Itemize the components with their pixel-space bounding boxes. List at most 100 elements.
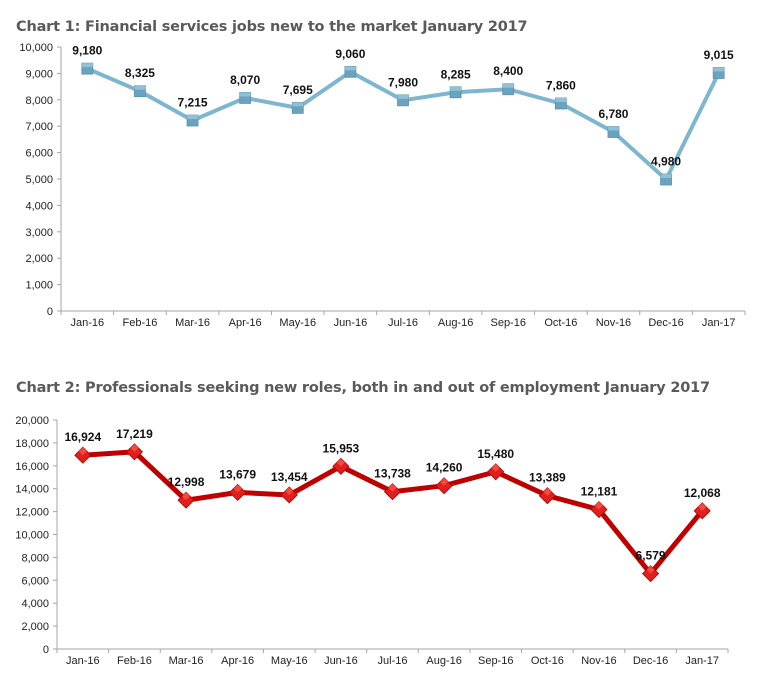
chart-2-data-point-highlight bbox=[130, 443, 139, 452]
chart-1-y-tick-label: 4,000 bbox=[25, 200, 53, 212]
chart-1-x-tick-label: Jan-17 bbox=[702, 317, 736, 329]
chart-1-x-tick-label: Oct-16 bbox=[544, 317, 577, 329]
chart-2-data-label: 13,454 bbox=[271, 470, 308, 484]
chart-2-data-label: 16,924 bbox=[64, 430, 101, 444]
chart-2-y-tick-label: 14,000 bbox=[15, 484, 49, 496]
chart-2-data-label: 12,068 bbox=[684, 486, 721, 500]
chart-2-y-tick-label: 16,000 bbox=[15, 461, 49, 473]
chart-2-x-tick-label: Apr-16 bbox=[221, 655, 254, 667]
chart-1-y-tick-label: 1,000 bbox=[25, 280, 53, 292]
chart-1-data-point-highlight bbox=[292, 102, 304, 107]
chart-1-y-tick-label: 10,000 bbox=[19, 42, 53, 54]
chart-2-x-tick-label: Sep-16 bbox=[478, 655, 513, 667]
chart-1-data-label: 7,860 bbox=[546, 78, 576, 92]
chart-2-data-point-highlight bbox=[336, 458, 345, 467]
chart-1-x-tick-label: Mar-16 bbox=[175, 317, 210, 329]
chart-2-x-tick-label: Jul-16 bbox=[378, 655, 408, 667]
chart-2-y-tick-label: 2,000 bbox=[21, 621, 49, 633]
chart-2-data-label: 15,953 bbox=[323, 441, 360, 455]
chart-1-y-tick-label: 9,000 bbox=[25, 68, 53, 80]
chart-1-plot: 0 1,000 2,000 3,000 4,000 5,000 6,000 7,000 8,00… bbox=[19, 42, 746, 329]
chart-1-x-tick-label: Jun-16 bbox=[334, 317, 368, 329]
chart-2-x-tick-label: Oct-16 bbox=[531, 655, 564, 667]
chart-1-data-label: 4,980 bbox=[651, 155, 681, 169]
chart-2-data-label: 15,480 bbox=[477, 447, 514, 461]
chart-2-y-tick-label: 0 bbox=[43, 644, 49, 656]
chart-1-data-label: 8,285 bbox=[441, 67, 471, 81]
chart-1-data-point-highlight bbox=[134, 85, 146, 90]
chart-2-data-label: 13,738 bbox=[374, 467, 411, 481]
chart-2-data-label: 17,219 bbox=[116, 427, 153, 441]
chart-1-x-tick-label: Feb-16 bbox=[122, 317, 157, 329]
chart-2-x-tick-label: Aug-16 bbox=[426, 655, 461, 667]
chart-1-data-point-highlight bbox=[239, 92, 251, 97]
chart-1-data-label: 7,215 bbox=[178, 96, 208, 110]
chart-2-y-tick-label: 8,000 bbox=[21, 552, 49, 564]
chart-2-data-label: 13,389 bbox=[529, 471, 566, 485]
chart-1-y-tick-label: 5,000 bbox=[25, 174, 53, 186]
chart-1-data-point-highlight bbox=[187, 115, 199, 120]
chart-2-x-tick-label: Mar-16 bbox=[169, 655, 204, 667]
chart-1-y-tick-label: 6,000 bbox=[25, 148, 53, 160]
chart-2-data-label: 6,579 bbox=[636, 549, 666, 563]
chart-1-x-tick-label: Dec-16 bbox=[648, 317, 683, 329]
chart-1-data-label: 9,060 bbox=[335, 47, 365, 61]
chart-2-data-point-highlight bbox=[646, 565, 655, 574]
chart-2-data-point-highlight bbox=[78, 447, 87, 456]
chart-1-data-label: 9,180 bbox=[72, 44, 102, 58]
chart-1-data-point-highlight bbox=[607, 126, 619, 131]
chart-2-data-label: 12,998 bbox=[168, 475, 205, 489]
chart-2-y-tick-label: 4,000 bbox=[21, 598, 49, 610]
chart-2-y-tick-label: 6,000 bbox=[21, 575, 49, 587]
chart-1-data-point-highlight bbox=[660, 174, 672, 179]
chart-1-data-point-highlight bbox=[450, 86, 462, 91]
chart-1-x-tick-label: Aug-16 bbox=[438, 317, 473, 329]
chart-1-title: Chart 1: Financial services jobs new to … bbox=[16, 19, 528, 35]
chart-2-title: Chart 2: Professionals seeking new roles… bbox=[16, 380, 710, 396]
chart-1-y-tick-label: 8,000 bbox=[25, 95, 53, 107]
chart-1-data-label: 9,015 bbox=[704, 48, 734, 62]
chart-1-y-tick-label: 7,000 bbox=[25, 121, 53, 133]
chart-1-data-label: 8,070 bbox=[230, 73, 260, 87]
chart-1-data-point-highlight bbox=[81, 63, 93, 68]
chart-2-y-tick-label: 20,000 bbox=[15, 415, 49, 427]
chart-1-x-tick-label: Jul-16 bbox=[388, 317, 418, 329]
chart-1-data-point-highlight bbox=[713, 67, 725, 72]
chart-2-data-label: 12,181 bbox=[581, 485, 618, 499]
chart-1-x-tick-label: Jan-16 bbox=[70, 317, 104, 329]
chart-1-data-point-highlight bbox=[555, 97, 567, 102]
chart-2-data-point-highlight bbox=[285, 486, 294, 495]
chart-1-y-tick-label: 2,000 bbox=[25, 253, 53, 265]
chart-1-data-point-highlight bbox=[502, 83, 514, 88]
chart-2-data-point-highlight bbox=[543, 487, 552, 496]
chart-1-data-label: 8,400 bbox=[493, 64, 523, 78]
chart-2-y-tick-label: 18,000 bbox=[15, 438, 49, 450]
chart-2-x-tick-label: Feb-16 bbox=[117, 655, 152, 667]
chart-2-x-tick-label: Dec-16 bbox=[633, 655, 668, 667]
chart-2-data-point-highlight bbox=[440, 477, 449, 486]
chart-2-data-point-highlight bbox=[233, 484, 242, 493]
chart-1-y-tick-label: 0 bbox=[47, 306, 53, 318]
chart-1-data-point-highlight bbox=[344, 66, 356, 71]
chart-2-y-tick-label: 10,000 bbox=[15, 530, 49, 542]
chart-2-x-tick-label: Jan-16 bbox=[66, 655, 100, 667]
chart-1-x-tick-label: May-16 bbox=[279, 317, 316, 329]
chart-1-data-label: 7,980 bbox=[388, 75, 418, 89]
chart-2-data-point-highlight bbox=[182, 492, 191, 501]
chart-2-data-point-highlight bbox=[388, 483, 397, 492]
chart-1-data-label: 8,325 bbox=[125, 66, 155, 80]
chart-2-data-label: 13,679 bbox=[219, 467, 256, 481]
chart-2-x-tick-label: May-16 bbox=[271, 655, 308, 667]
chart-1-y-tick-label: 3,000 bbox=[25, 227, 53, 239]
chart-2-data-point-highlight bbox=[491, 463, 500, 472]
chart-2-data-label: 14,260 bbox=[426, 461, 463, 475]
chart-2-y-tick-label: 12,000 bbox=[15, 507, 49, 519]
chart-2-x-tick-label: Jan-17 bbox=[685, 655, 719, 667]
chart-1-x-tick-label: Sep-16 bbox=[490, 317, 525, 329]
chart-1-x-tick-label: Nov-16 bbox=[596, 317, 631, 329]
chart-2-x-tick-label: Jun-16 bbox=[324, 655, 358, 667]
chart-1-data-label: 7,695 bbox=[283, 83, 313, 97]
chart-1-x-tick-label: Apr-16 bbox=[229, 317, 262, 329]
chart-1-data-label: 6,780 bbox=[598, 107, 628, 121]
